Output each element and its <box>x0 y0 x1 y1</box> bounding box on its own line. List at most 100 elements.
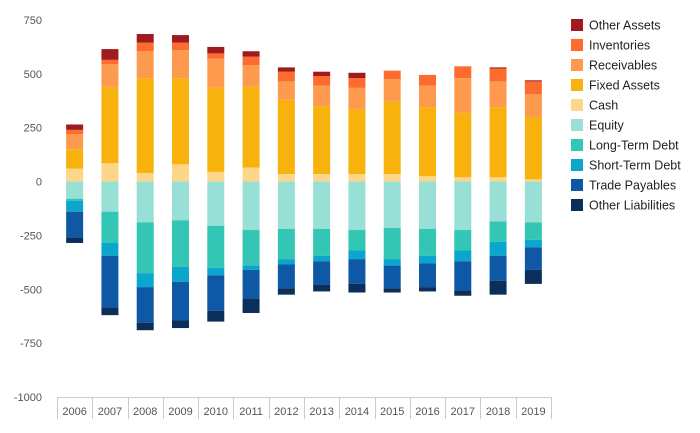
bar-segment <box>242 265 260 270</box>
bar-segment <box>207 46 225 54</box>
bar-segment <box>136 172 154 182</box>
bar-segment <box>136 51 154 79</box>
bar-segment <box>454 66 472 79</box>
y-tick-label: -1000 <box>14 392 42 404</box>
bar-segment <box>207 53 225 59</box>
bar-segment <box>454 112 472 178</box>
bar-segment <box>101 211 119 243</box>
bar-segment <box>489 221 507 242</box>
bar-segment <box>524 269 542 284</box>
bar-segment <box>242 86 260 168</box>
legend-label: Cash <box>589 99 618 113</box>
bar-segment <box>207 58 225 88</box>
y-tick-label: -500 <box>20 284 42 296</box>
bar-segment <box>524 116 542 180</box>
bar-segment <box>348 230 366 251</box>
bar-segment <box>419 74 436 86</box>
bar-segment <box>101 255 119 308</box>
x-tick-label: 2014 <box>345 406 369 418</box>
bar-segment <box>419 107 436 177</box>
legend-swatch <box>571 179 583 191</box>
y-tick-label: 250 <box>24 123 42 135</box>
legend-label: Trade Payables <box>589 179 676 193</box>
bar-segment <box>419 255 436 264</box>
bar-segment <box>101 242 119 256</box>
y-tick-label: 0 <box>36 177 42 189</box>
bar-segment <box>277 71 295 82</box>
bar-segment <box>242 269 260 299</box>
bar-segment <box>277 181 295 229</box>
legend-swatch <box>571 19 583 31</box>
bar-segment <box>207 87 225 172</box>
bar-segment <box>172 164 189 182</box>
bar-segment <box>313 261 331 285</box>
bar-segment <box>524 81 542 95</box>
x-tick-label: 2019 <box>521 406 545 418</box>
y-tick-label: -750 <box>20 338 42 350</box>
bar-segment <box>313 284 331 292</box>
bar-segment <box>454 261 472 291</box>
legend-label: Receivables <box>589 59 657 73</box>
bar-segment <box>207 310 225 322</box>
bar-segment <box>383 227 401 260</box>
bar-segment <box>136 322 154 331</box>
legend-swatch <box>571 199 583 211</box>
bar-segment <box>489 241 507 256</box>
legend-swatch <box>571 139 583 151</box>
bar-segment <box>66 200 84 212</box>
bar-segment <box>277 174 295 182</box>
bar-segment <box>383 70 401 80</box>
bar-segment <box>172 181 189 221</box>
bar-segment <box>101 59 119 65</box>
bar-segment <box>172 320 189 329</box>
bar-segment <box>454 290 472 296</box>
bar-segment <box>172 78 189 165</box>
bar-segment <box>313 255 331 262</box>
bar-segment <box>348 78 366 88</box>
bar-segment <box>419 85 436 108</box>
bar-segment <box>489 67 507 69</box>
bar-segment <box>207 181 225 226</box>
bar-segment <box>348 259 366 284</box>
bar-segment <box>277 259 295 265</box>
bar-segment <box>277 99 295 175</box>
bar-segment <box>242 298 260 313</box>
bar-segment <box>66 129 84 135</box>
x-tick-label: 2017 <box>451 406 475 418</box>
x-tick-label: 2018 <box>486 406 510 418</box>
bar-segment <box>172 42 189 51</box>
bar-segment <box>101 181 119 212</box>
bar-segment <box>383 174 401 182</box>
legend-label: Long-Term Debt <box>589 139 679 153</box>
bar-segment <box>172 281 189 321</box>
bar-segment <box>277 81 295 100</box>
legend-swatch <box>571 39 583 51</box>
bar-segment <box>136 287 154 323</box>
bar-segment <box>489 181 507 222</box>
x-tick-label: 2008 <box>133 406 157 418</box>
bar-segment <box>313 71 331 77</box>
bar-segment <box>172 266 189 282</box>
x-tick-label: 2010 <box>204 406 228 418</box>
bar-segment <box>242 167 260 182</box>
bar-segment <box>101 86 119 164</box>
bar-segment <box>348 109 366 175</box>
bar-segment <box>383 265 401 289</box>
bar-segment <box>242 56 260 66</box>
bar-segment <box>489 81 507 108</box>
bar-segment <box>454 250 472 262</box>
bar-segment <box>66 181 84 199</box>
bar-segment <box>207 267 225 276</box>
bar-segment <box>66 237 84 243</box>
bar-segment <box>277 288 295 295</box>
bar-segment <box>419 228 436 256</box>
bar-segment <box>313 76 331 86</box>
bar-segment <box>313 106 331 175</box>
y-tick-label: 500 <box>24 69 42 81</box>
x-tick-label: 2006 <box>62 406 86 418</box>
bar-segment <box>348 250 366 260</box>
legend-label: Inventories <box>589 39 650 53</box>
x-tick-label: 2013 <box>309 406 333 418</box>
legend-label: Other Liabilities <box>589 199 675 213</box>
x-tick-label: 2012 <box>274 406 298 418</box>
